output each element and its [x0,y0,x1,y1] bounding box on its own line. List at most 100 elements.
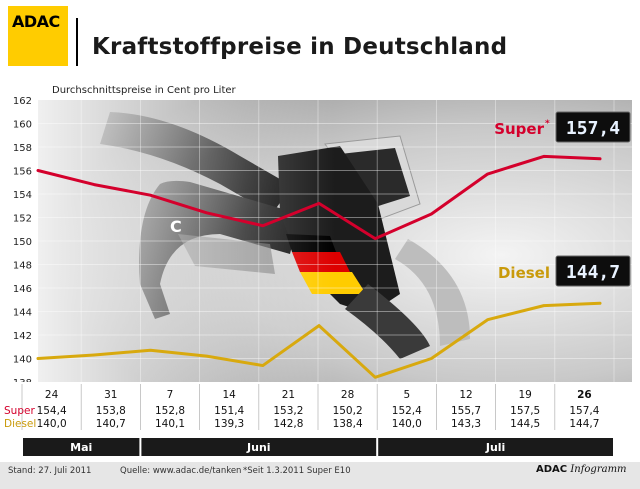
table-diesel-label: Diesel [4,418,36,430]
x-tick-label: 5 [403,389,410,401]
table-value-diesel: 144,7 [569,418,599,430]
x-tick-label: 7 [167,389,174,401]
y-tick-label: 150 [13,237,32,248]
y-tick-label: 144 [13,308,32,319]
y-tick-label: 160 [13,120,32,131]
x-tick-label: 12 [459,389,472,401]
footer-brand: ADAC Infogramm [536,464,627,475]
series-point-super [36,169,40,172]
y-tick-label: 146 [13,284,32,295]
series-point-super [205,211,208,214]
month-bars: Mai Juni Juli [23,438,613,456]
diesel-series-name: Diesel [498,264,550,282]
table-value-diesel: 143,3 [451,418,481,430]
series-point-super [317,202,321,205]
series-point-super [93,183,96,186]
header: ADAC Kraftstoffpreise in Deutschland [0,0,640,84]
y-axis: 138140142144146148150152154156158160162 [13,96,32,389]
table-value-super: 154,4 [37,405,67,417]
table-value-super: 150,2 [333,405,363,417]
month-label: Juni [246,441,271,454]
footer-brand-italic: Infogramm [570,464,627,475]
series-point-diesel [93,353,96,357]
x-tick-label: 19 [519,389,532,401]
series-point-super [598,157,602,160]
y-tick-label: 154 [13,190,32,201]
table-value-super: 157,4 [569,405,599,417]
table-super-label: Super [4,405,35,417]
x-tick-label: 31 [104,389,117,401]
series-point-super [374,237,377,240]
chart-subtitle: Durchschnittspreise in Cent pro Liter [52,85,237,96]
table-value-super: 152,4 [392,405,422,417]
table-value-diesel: 142,8 [273,418,303,430]
series-lines [36,154,602,379]
table-value-diesel: 140,1 [155,418,185,430]
footer-brand-bold: ADAC [536,464,568,475]
series-point-diesel [542,304,545,307]
series-point-diesel [486,318,489,321]
data-table-background [0,382,640,430]
y-tick-label: 142 [13,331,32,342]
table-value-super: 151,4 [214,405,244,417]
table-value-diesel: 139,3 [214,418,244,430]
series-point-super [486,172,489,176]
super-label-group: Super * 157,4 [494,111,631,143]
series-point-diesel [261,364,264,367]
series-point-super [149,193,152,197]
x-tick-label: 28 [341,389,354,401]
series-point-diesel [374,376,377,379]
super-display-value: 157,4 [566,118,620,139]
table-value-diesel: 138,4 [333,418,363,430]
y-tick-label: 140 [13,355,32,366]
diesel-price-display [555,255,631,287]
month-bar [23,438,140,456]
y-tick-label: 156 [13,167,32,178]
table-value-diesel: 140,0 [37,418,67,430]
data-table: 24154,4140,031153,8140,77152,8140,114151… [21,384,600,430]
table-value-super: 153,2 [273,405,303,417]
series-point-super [261,224,264,227]
super-price-display [555,111,631,143]
x-tick-label: 26 [577,389,592,401]
month-bar [378,438,613,456]
series-point-diesel [149,349,152,352]
series-point-diesel [36,357,40,360]
table-value-super: 152,8 [155,405,185,417]
series-point-diesel [598,302,602,305]
diesel-label-group: Diesel 144,7 [498,255,631,287]
y-tick-label: 158 [13,143,32,154]
series-point-super [430,212,433,216]
x-tick-label: 24 [45,389,59,401]
series-point-super [542,155,545,158]
super-name-marker: * [545,119,550,129]
logo-text: ADAC [12,12,60,31]
footer-note: *Seit 1.3.2011 Super E10 [243,466,351,476]
footer-stand: Stand: 27. Juli 2011 [8,466,92,476]
x-tick-label: 14 [223,389,237,401]
adac-logo: ADAC [8,6,68,66]
footer [0,462,640,489]
series-point-diesel [430,357,433,360]
table-value-super: 157,5 [510,405,540,417]
super-series-name: Super [494,120,544,138]
table-value-diesel: 140,0 [392,418,422,430]
month-label: Juli [485,441,505,454]
month-bar [141,438,377,456]
table-value-diesel: 144,5 [510,418,540,430]
table-value-super: 153,8 [96,405,126,417]
month-label: Mai [70,441,92,454]
title-divider [76,18,78,66]
y-tick-label: 162 [13,96,32,107]
diesel-display-value: 144,7 [566,262,620,283]
y-tick-label: 148 [13,261,32,272]
x-tick-label: 21 [282,389,295,401]
footer-source: Quelle: www.adac.de/tanken [120,466,242,476]
series-point-diesel [205,354,208,358]
table-value-super: 155,7 [451,405,481,417]
price-chart: C 13814014214414614815015215415615816016… [0,85,640,456]
table-value-diesel: 140,7 [96,418,126,430]
page-title: Kraftstoffpreise in Deutschland [92,34,508,60]
y-tick-label: 152 [13,214,32,225]
series-point-diesel [317,324,321,327]
